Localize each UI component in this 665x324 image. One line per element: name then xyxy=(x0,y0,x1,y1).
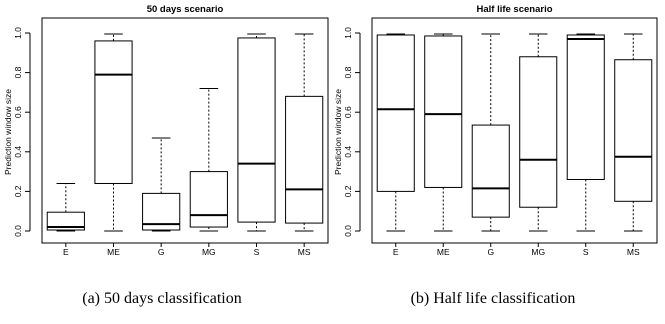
x-tick-label: E xyxy=(393,247,399,257)
y-tick-label: 0.0 xyxy=(13,225,23,237)
box-ME xyxy=(94,33,133,232)
iqr-box xyxy=(424,35,463,188)
y-tick-label: 1.0 xyxy=(343,27,353,39)
figure-caption: (b) Half life classification xyxy=(411,290,576,307)
x-tick-label: E xyxy=(63,247,69,257)
iqr-box xyxy=(189,171,228,228)
iqr-box xyxy=(566,34,605,181)
iqr-box xyxy=(376,34,415,192)
x-tick-label: MS xyxy=(298,247,311,257)
box-MG xyxy=(519,33,558,232)
y-tick-label: 0.2 xyxy=(343,185,353,197)
iqr-box xyxy=(519,56,558,208)
x-tick-label: G xyxy=(158,247,165,257)
chart-title: Half life scenario xyxy=(476,4,552,15)
chart-title: 50 days scenario xyxy=(147,4,224,15)
x-tick-label: ME xyxy=(107,247,120,257)
panel-50-days: 50 days scenario 0.0 0.2 0.4 0.6 0.8 1.0 Predic… xyxy=(3,4,329,307)
iqr-box xyxy=(237,37,276,223)
y-tick-label: 0.0 xyxy=(343,225,353,237)
figure-caption: (a) 50 days classification xyxy=(82,290,242,307)
x-tick-label: MS xyxy=(627,247,640,257)
x-tick-label: MG xyxy=(202,247,216,257)
box-MS xyxy=(285,33,324,232)
box-ME xyxy=(424,33,463,232)
y-axis-label: Prediction window size xyxy=(333,89,343,175)
y-axis-label: Prediction window size xyxy=(3,89,13,175)
iqr-box xyxy=(94,40,133,184)
iqr-box xyxy=(46,211,85,231)
iqr-box xyxy=(285,95,324,224)
x-tick-label: G xyxy=(487,247,494,257)
y-tick-label: 0.2 xyxy=(13,185,23,197)
y-tick-label: 1.0 xyxy=(13,27,23,39)
x-tick-label: S xyxy=(583,247,589,257)
box-S xyxy=(566,33,605,232)
box-MG xyxy=(189,87,228,232)
y-tick-label: 0.6 xyxy=(343,106,353,118)
box-G xyxy=(142,137,181,232)
y-tick-label: 0.4 xyxy=(343,146,353,158)
box-S xyxy=(237,33,276,232)
x-tick-label: S xyxy=(254,247,260,257)
y-tick-label: 0.8 xyxy=(343,66,353,78)
y-tick-label: 0.6 xyxy=(13,106,23,118)
box-MS xyxy=(614,33,653,232)
box-E xyxy=(46,182,85,232)
x-tick-label: MG xyxy=(531,247,545,257)
box-E xyxy=(376,33,415,232)
panel-half-life: Half life scenario 0.0 0.2 0.4 0.6 0.8 1.0 Pred… xyxy=(333,4,658,307)
y-tick-label: 0.4 xyxy=(13,146,23,158)
x-tick-label: ME xyxy=(437,247,450,257)
iqr-box xyxy=(614,59,653,202)
iqr-box xyxy=(471,124,510,218)
box-G xyxy=(471,33,510,232)
y-tick-label: 0.8 xyxy=(13,66,23,78)
